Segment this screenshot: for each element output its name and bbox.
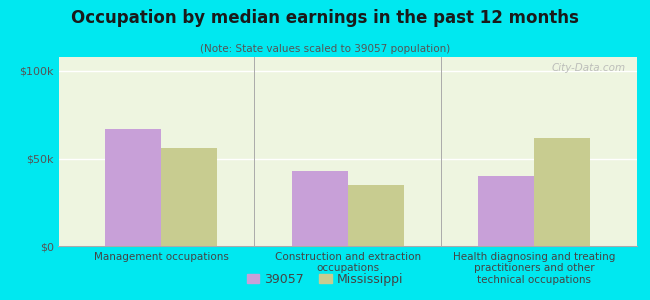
Text: Occupation by median earnings in the past 12 months: Occupation by median earnings in the pas… bbox=[71, 9, 579, 27]
Bar bbox=[348, 185, 404, 246]
Bar bbox=[292, 171, 348, 246]
Bar bbox=[105, 129, 161, 246]
Text: (Note: State values scaled to 39057 population): (Note: State values scaled to 39057 popu… bbox=[200, 44, 450, 53]
Bar bbox=[161, 148, 217, 246]
Text: City-Data.com: City-Data.com bbox=[551, 63, 625, 73]
Legend: 39057, Mississippi: 39057, Mississippi bbox=[242, 268, 408, 291]
Bar bbox=[478, 176, 534, 246]
Bar bbox=[534, 137, 590, 246]
